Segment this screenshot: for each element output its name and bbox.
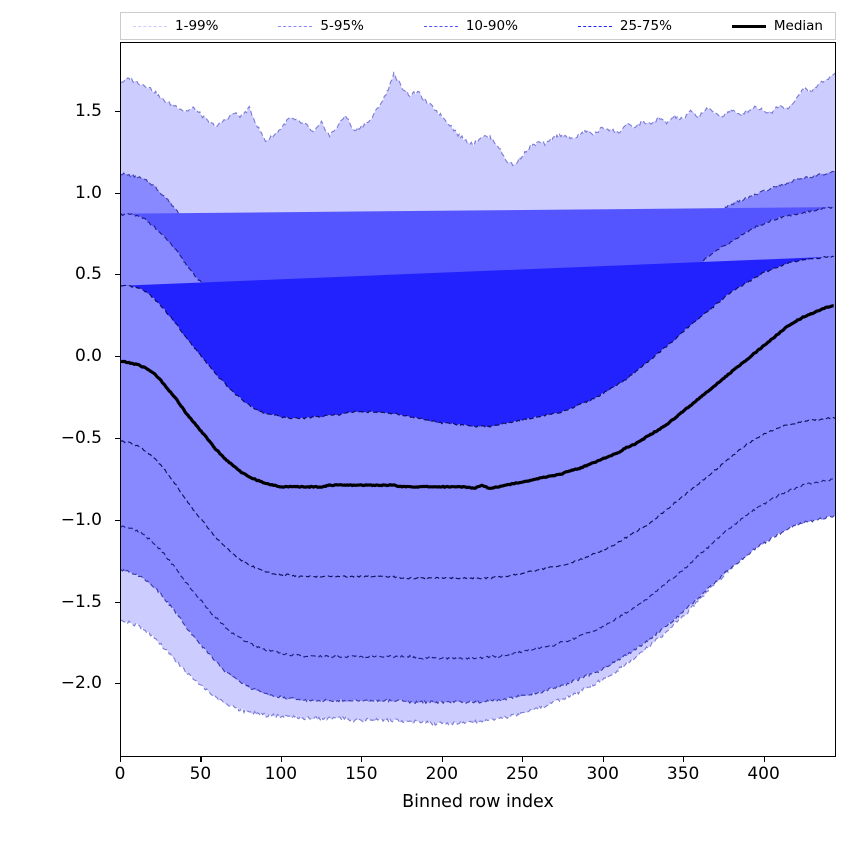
x-tick-mark — [200, 757, 202, 762]
band-25-75-lower-edge — [121, 416, 835, 580]
legend-entry-10-90[interactable]: 10-90% — [423, 18, 518, 34]
y-tick-label: −1.5 — [60, 591, 102, 612]
y-tick-label: −0.5 — [60, 427, 102, 448]
x-tick-label: 400 — [747, 764, 780, 784]
y-tick-label: 1.5 — [74, 100, 102, 121]
legend-label-10-90: 10-90% — [465, 18, 518, 34]
x-tick-label: 200 — [425, 764, 459, 784]
band-25-75-upper-edge — [121, 255, 834, 428]
legend-swatch-10-90 — [423, 25, 458, 27]
x-tick-mark — [522, 757, 524, 762]
x-axis-label: Binned row index — [402, 792, 554, 812]
x-tick-mark — [763, 757, 765, 762]
x-tick-label: 350 — [666, 764, 700, 784]
chart-legend: 1-99% 5-95% 10-90% 25-75% Median — [120, 12, 836, 40]
legend-entry-25-75[interactable]: 25-75% — [577, 18, 672, 34]
legend-entry-1-99[interactable]: 1-99% — [133, 18, 218, 34]
y-tick-label: −2.0 — [60, 673, 102, 694]
x-tick-mark — [683, 757, 685, 762]
band-25-75 — [121, 256, 834, 428]
y-tick-label: 0.5 — [74, 264, 102, 285]
x-tick-label: 100 — [264, 764, 298, 784]
legend-label-25-75: 25-75% — [619, 18, 672, 34]
plot-area — [120, 42, 836, 757]
x-tick-label: 300 — [586, 764, 619, 784]
x-tick-label: 250 — [506, 764, 539, 784]
x-tick-label: 50 — [189, 764, 212, 784]
legend-swatch-25-75 — [577, 25, 612, 27]
x-tick-mark — [602, 757, 604, 762]
x-tick-mark — [280, 757, 282, 762]
band-1-99-upper-edge — [121, 71, 835, 167]
legend-entry-5-95[interactable]: 5-95% — [278, 18, 364, 34]
y-tick-label: 1.0 — [74, 182, 102, 203]
legend-label-5-95: 5-95% — [320, 18, 364, 34]
band-5-95-lower-edge — [121, 515, 835, 705]
legend-swatch-1-99 — [133, 25, 167, 27]
legend-entry-median[interactable]: Median — [731, 18, 823, 34]
y-tick-label: 0.0 — [74, 346, 102, 367]
band-10-90-lower-edge — [121, 477, 835, 661]
median-line — [121, 304, 834, 490]
y-tick-label: −1.0 — [60, 509, 102, 530]
chart-canvas — [121, 71, 835, 726]
x-tick-mark — [361, 757, 363, 762]
legend-swatch-5-95 — [278, 25, 313, 27]
legend-label-1-99: 1-99% — [175, 18, 219, 34]
x-tick-label: 150 — [345, 764, 378, 784]
legend-label-median: Median — [773, 18, 823, 34]
legend-swatch-median — [731, 24, 766, 28]
x-tick-mark — [441, 757, 443, 762]
x-tick-mark — [120, 757, 122, 762]
x-tick-label: 0 — [114, 764, 126, 784]
